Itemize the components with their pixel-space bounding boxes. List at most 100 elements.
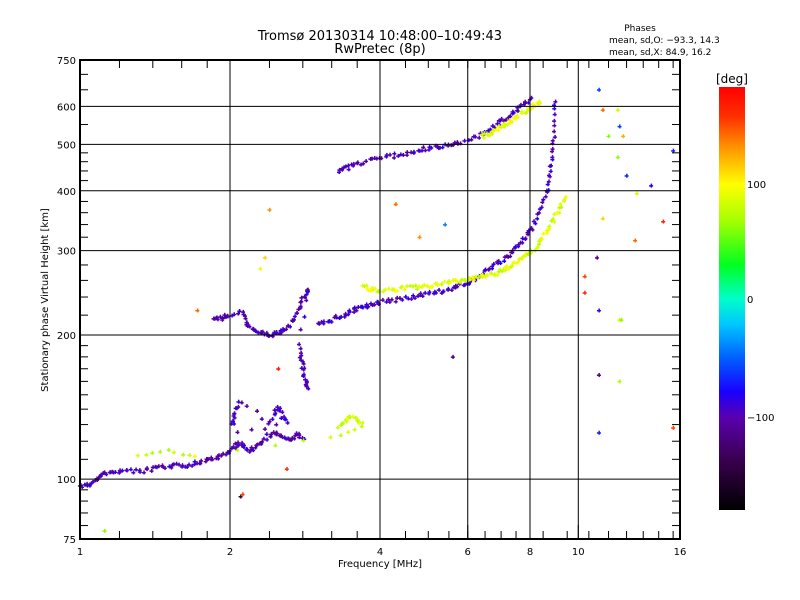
data-point: [89, 481, 94, 486]
data-point: [273, 443, 278, 448]
data-point: [530, 227, 535, 232]
data-point: [606, 134, 611, 139]
data-point: [496, 128, 501, 133]
data-point: [304, 292, 309, 297]
data-point-v: [404, 287, 406, 292]
data-point: [536, 102, 541, 107]
data-point: [518, 102, 523, 107]
data-point: [507, 114, 512, 119]
data-point-v: [340, 422, 342, 427]
data-point: [102, 528, 107, 533]
data-point-v: [496, 272, 499, 277]
data-point-v: [162, 464, 164, 469]
data-point-v: [617, 155, 619, 160]
data-point: [260, 329, 265, 334]
x-tick-label: 2: [227, 547, 233, 558]
data-point: [243, 316, 248, 321]
data-point: [268, 434, 273, 439]
data-point-v: [168, 464, 171, 469]
data-point: [371, 287, 376, 292]
data-point-v: [538, 99, 541, 104]
data-point: [290, 435, 295, 440]
data-point-v: [514, 116, 517, 121]
data-point: [369, 286, 374, 291]
y-tick-label: 300: [57, 247, 76, 258]
data-point: [411, 293, 416, 298]
data-point: [266, 421, 271, 426]
data-point: [299, 353, 304, 358]
data-point: [79, 485, 84, 490]
data-point: [389, 297, 394, 302]
data-point-v: [387, 286, 390, 291]
data-point-v: [511, 263, 514, 268]
data-point: [476, 135, 481, 140]
data-point-v: [293, 317, 295, 322]
data-point-v: [563, 197, 566, 202]
data-point-v: [268, 207, 271, 212]
data-point: [226, 450, 231, 455]
data-point: [619, 317, 624, 322]
data-point-v: [551, 155, 554, 160]
data-point: [232, 415, 237, 420]
data-point: [415, 293, 420, 298]
data-point: [267, 419, 272, 424]
data-point-v: [347, 163, 350, 168]
data-point: [194, 461, 199, 466]
data-point: [354, 416, 359, 421]
data-point-v: [400, 152, 402, 157]
data-point-v: [274, 407, 276, 412]
data-point-v: [412, 293, 415, 298]
data-point-v: [512, 109, 514, 114]
data-point-v: [242, 492, 244, 497]
data-point-v: [241, 440, 243, 445]
x-tick-label: 8: [527, 547, 533, 558]
data-point-v: [257, 330, 259, 335]
data-point-v: [550, 169, 552, 174]
data-point: [492, 125, 497, 130]
data-point: [240, 492, 245, 497]
data-point-v: [456, 279, 459, 284]
data-point-v: [181, 464, 183, 469]
data-point-v: [272, 334, 274, 339]
data-point-v: [397, 153, 400, 158]
data-point: [223, 452, 228, 457]
colorbar-tick-minus-100: −100: [747, 413, 774, 424]
data-point-v: [352, 414, 354, 419]
data-point: [462, 282, 467, 287]
data-point: [455, 284, 460, 289]
data-point-v: [537, 244, 539, 249]
data-point-v: [335, 313, 337, 318]
data-point: [298, 304, 303, 309]
data-point-v: [302, 367, 305, 372]
data-point: [498, 118, 503, 123]
data-point-v: [419, 291, 422, 296]
data-point-v: [238, 309, 241, 314]
data-point: [302, 294, 307, 299]
data-point: [340, 167, 344, 172]
data-point-v: [498, 269, 500, 274]
data-point-v: [246, 320, 248, 325]
data-point: [298, 327, 303, 332]
data-point-v: [539, 206, 541, 211]
data-point: [280, 410, 285, 415]
data-point: [533, 221, 538, 226]
data-point: [446, 286, 451, 291]
data-point: [469, 137, 474, 142]
data-point: [617, 379, 622, 384]
data-point-v: [270, 432, 273, 437]
data-point: [235, 430, 240, 435]
data-point-v: [329, 435, 332, 440]
data-point-v: [399, 296, 401, 301]
data-point-v: [260, 331, 263, 336]
data-point-v: [300, 327, 302, 332]
data-point-v: [598, 372, 600, 377]
data-point-v: [260, 440, 262, 445]
data-point: [282, 435, 287, 440]
data-point-v: [548, 224, 551, 229]
data-point: [400, 297, 405, 302]
data-point-v: [297, 307, 300, 312]
data-point: [384, 299, 389, 304]
data-point-v: [278, 408, 281, 413]
data-point-v: [189, 453, 191, 458]
data-point-v: [81, 485, 83, 490]
